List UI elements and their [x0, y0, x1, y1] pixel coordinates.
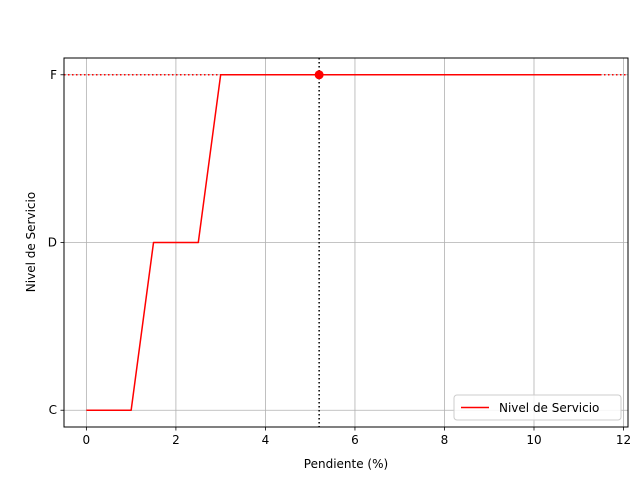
x-tick-label: 12 [616, 433, 631, 447]
y-tick-label: C [49, 403, 57, 417]
x-tick-label: 6 [351, 433, 359, 447]
y-axis-label: Nivel de Servicio [24, 192, 38, 292]
series-layer [86, 74, 602, 411]
x-tick-label: 10 [526, 433, 541, 447]
legend: Nivel de Servicio [453, 394, 622, 421]
y-tick-label: F [50, 68, 57, 82]
series-line [86, 74, 602, 411]
reference-lines [64, 58, 628, 427]
x-tick-label: 0 [83, 433, 91, 447]
x-axis: 0 2 4 6 8 10 12 [83, 427, 631, 447]
legend-box [453, 394, 622, 421]
x-tick-label: 4 [262, 433, 270, 447]
highlight-layer [314, 70, 324, 80]
highlight-point [314, 70, 324, 80]
legend-label: Nivel de Servicio [499, 401, 599, 415]
y-tick-label: D [48, 236, 57, 250]
x-tick-label: 2 [172, 433, 180, 447]
x-axis-label: Pendiente (%) [304, 457, 388, 471]
y-axis: C D F [48, 68, 64, 417]
x-tick-label: 8 [441, 433, 449, 447]
